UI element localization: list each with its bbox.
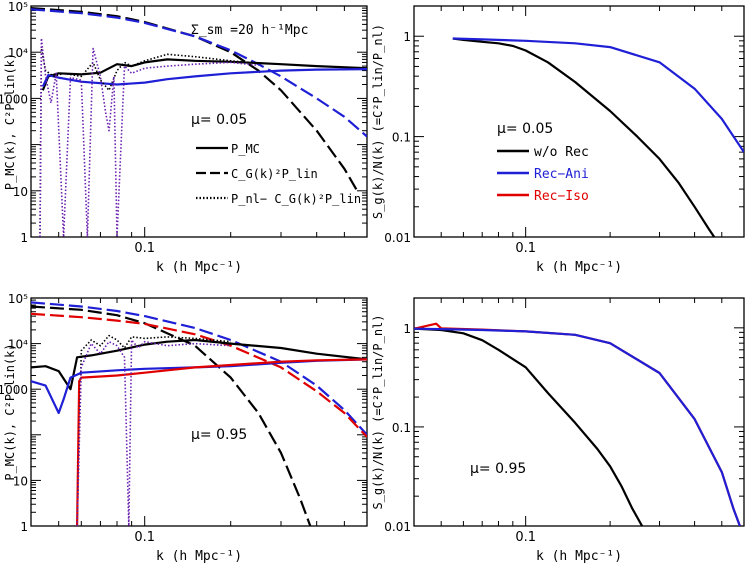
legend-label: C_G(k)²P_lin bbox=[231, 167, 318, 181]
y-tick-label: 10⁴ bbox=[8, 338, 28, 352]
mu-annotation: μ= 0.05 bbox=[497, 121, 553, 137]
y-tick-label: 1 bbox=[20, 520, 28, 534]
y-tick-label: 0.01 bbox=[384, 520, 411, 534]
series-line-blue-dashed bbox=[31, 301, 367, 436]
series-line-black-dotted bbox=[76, 334, 231, 526]
mu-annotation: μ= 0.05 bbox=[191, 112, 247, 128]
y-axis-label: S_g(k)/N(k) (=C²P_lin/P_nl) bbox=[371, 314, 385, 509]
plot-frame bbox=[30, 297, 368, 527]
legend-label: Rec−Ani bbox=[534, 167, 589, 182]
y-tick-label: 10 bbox=[13, 185, 28, 199]
y-tick-label: 1000 bbox=[0, 92, 28, 106]
x-tick-label: 0.1 bbox=[134, 530, 155, 545]
panel-top-left: 0.1 1 10 100 1000 10⁴ 10⁵ k (h Mpc⁻¹) P_MC(k), C… bbox=[0, 0, 368, 275]
panel-bottom-left: 0.1 1 10 100 1000 10⁴ 10⁵ k (h Mpc⁻¹) P_MC(k), C… bbox=[0, 0, 368, 564]
series-line-blue-solid bbox=[452, 37, 744, 153]
series-line-black-solid bbox=[452, 37, 716, 237]
mu-annotation: μ= 0.95 bbox=[191, 427, 247, 443]
y-tick-label: 1 bbox=[403, 322, 411, 336]
series-line-black-dashed bbox=[31, 305, 312, 526]
series-line-black-solid bbox=[414, 327, 644, 526]
x-tick-label: 0.1 bbox=[134, 241, 155, 256]
y-tick-label: 100 bbox=[5, 0, 28, 3]
x-tick-label: 0.1 bbox=[515, 241, 536, 256]
y-tick-label: 10⁴ bbox=[8, 46, 28, 60]
x-tick-label: 0.1 bbox=[515, 530, 536, 545]
legend-label: w/o Rec bbox=[534, 145, 589, 160]
panel-top-right: 0.1 0.01 0.1 1 k (h Mpc⁻¹) S_g(k)/N(k) (=C²P_… bbox=[371, 5, 745, 275]
x-axis-label: k (h Mpc⁻¹) bbox=[536, 549, 622, 564]
y-tick-label: 0.1 bbox=[392, 421, 411, 435]
y-tick-label: 1 bbox=[403, 30, 411, 44]
y-tick-label: 100 bbox=[5, 0, 28, 3]
series-line-purple-dotted bbox=[39, 37, 259, 237]
x-axis-label: k (h Mpc⁻¹) bbox=[156, 549, 242, 564]
y-tick-label: 1 bbox=[20, 231, 28, 245]
series-line-black-solid bbox=[31, 338, 367, 391]
x-axis-label: k (h Mpc⁻¹) bbox=[536, 260, 622, 275]
plot-frame bbox=[413, 5, 745, 238]
x-axis-label: k (h Mpc⁻¹) bbox=[156, 260, 242, 275]
smoothing-scale-annotation: Σ_sm =20 h⁻¹Mpc bbox=[191, 23, 308, 38]
series-line-black-dotted bbox=[39, 47, 259, 237]
y-axis-label: P_MC(k), C²P_lin(k) bbox=[3, 343, 17, 480]
series-line-blue-solid bbox=[414, 327, 741, 526]
mu-annotation: μ= 0.95 bbox=[470, 461, 526, 477]
y-axis-label: P_MC(k), C²P_lin(k) bbox=[3, 53, 17, 190]
legend-label: P_nl− C_G(k)²P_lin bbox=[231, 192, 361, 206]
plot-frame bbox=[413, 297, 745, 527]
legend-label: Rec−Iso bbox=[534, 189, 589, 204]
y-tick-label: 1000 bbox=[0, 383, 28, 397]
series-line-purple-dotted bbox=[76, 339, 231, 526]
series-line-blue-dashed bbox=[31, 8, 367, 138]
y-axis-label: S_g(k)/N(k) (=C²P_lin/P_nl) bbox=[371, 24, 385, 219]
plot-frame bbox=[30, 5, 368, 238]
y-tick-label: 0.01 bbox=[384, 231, 411, 245]
panel-bottom-right: 0.1 0.01 0.1 1 k (h Mpc⁻¹) S_g(k)/N(k) (=C²P_… bbox=[371, 297, 745, 564]
y-tick-label: 10⁵ bbox=[8, 0, 28, 14]
series-line-red-dashed bbox=[31, 312, 367, 438]
y-tick-label: 10⁵ bbox=[8, 292, 28, 306]
y-tick-label: 0.1 bbox=[392, 131, 411, 145]
legend-label: P_MC bbox=[231, 142, 260, 156]
y-tick-label: 10 bbox=[13, 474, 28, 488]
